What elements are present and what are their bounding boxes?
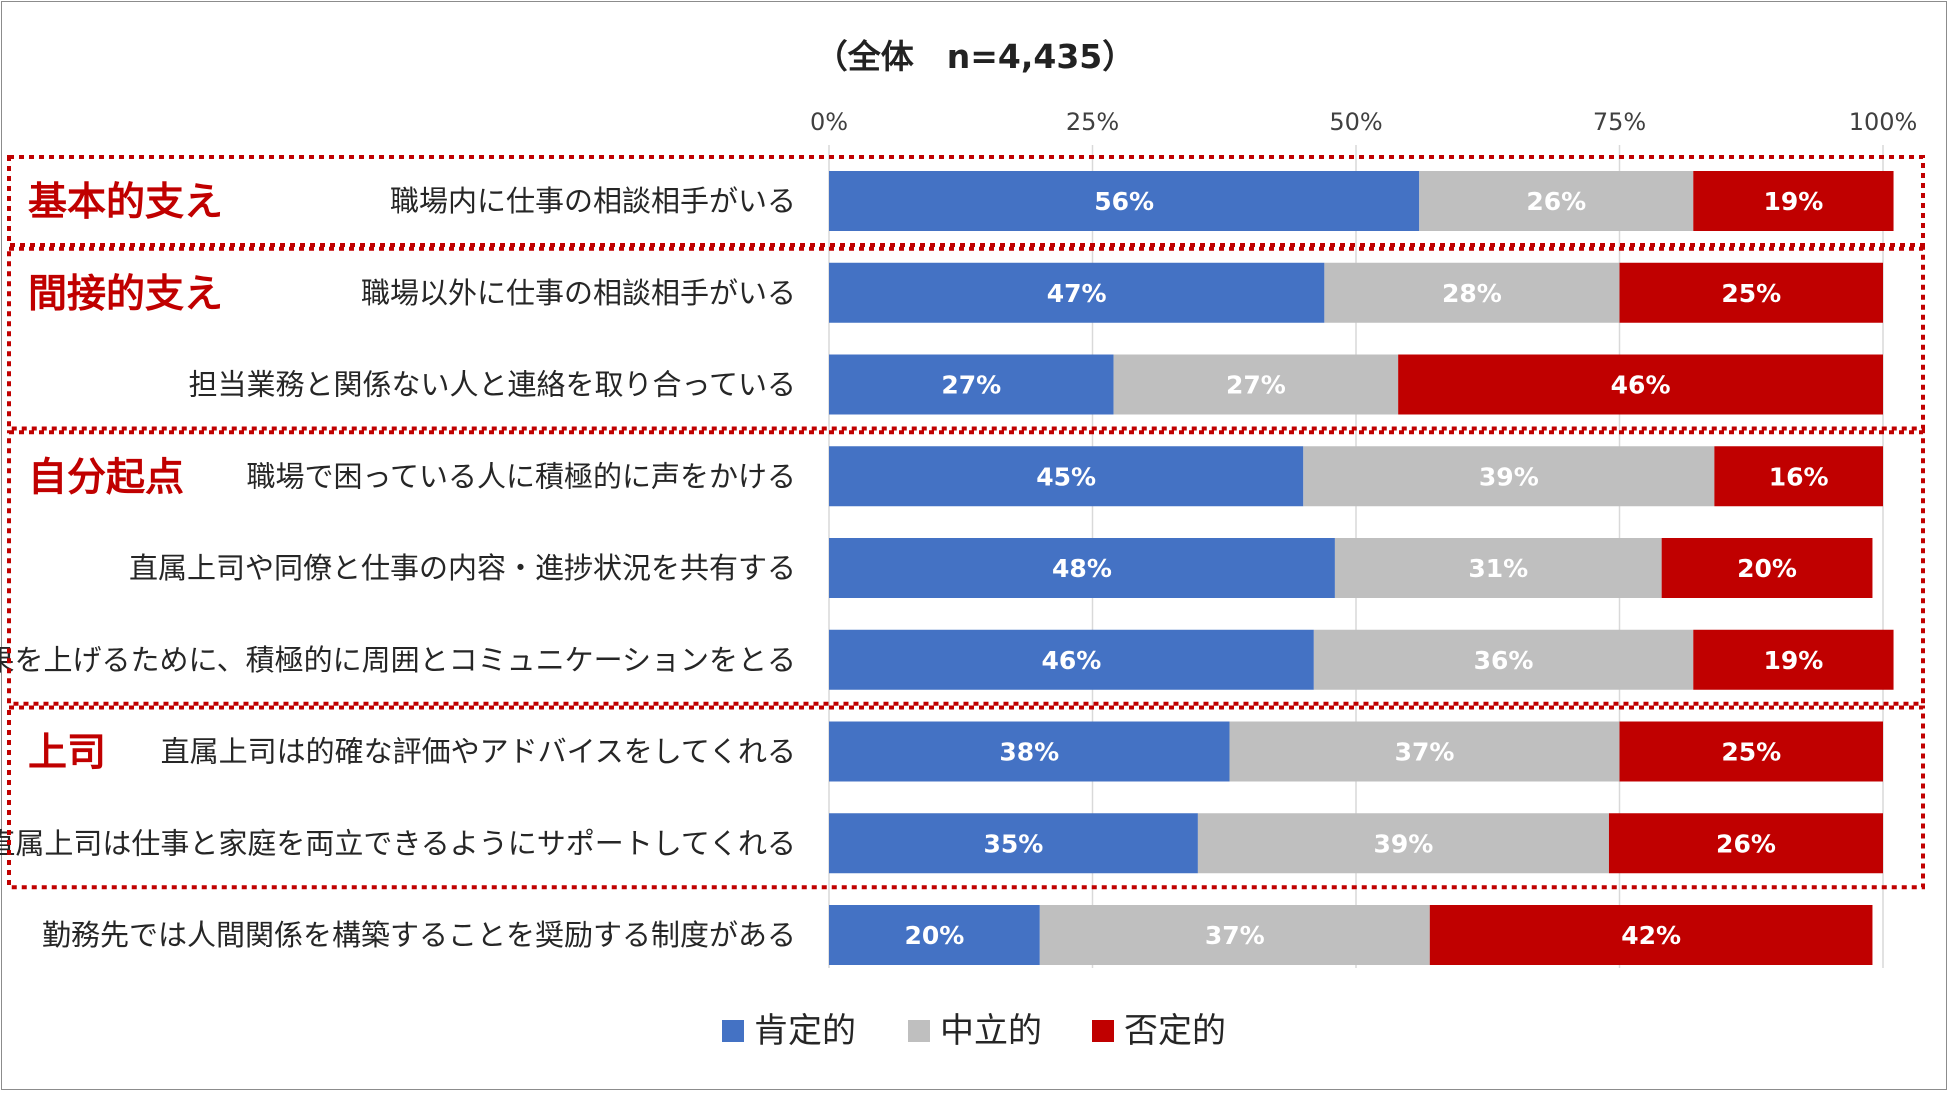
group-box [7, 430, 1925, 706]
bar-segment [1197, 813, 1609, 874]
bar-segment [829, 905, 1040, 965]
data-label: 56% [1094, 187, 1154, 216]
group-label: 上司 [28, 731, 106, 776]
bar-segment [829, 354, 1114, 415]
category-label: 直属上司は仕事と家庭を両立できるようにサポートしてくれる [0, 826, 796, 860]
bar-segment [1714, 446, 1883, 507]
category-label: 職場で困っている人に積極的に声をかける [246, 459, 796, 493]
bar-segment [829, 629, 1314, 690]
x-tick-label: 50% [1329, 108, 1382, 136]
bar-segment [829, 262, 1325, 323]
bar-segment [829, 721, 1230, 782]
data-label: 35% [984, 829, 1044, 858]
data-label: 19% [1763, 646, 1823, 675]
bar-segment [1334, 538, 1662, 598]
group-box [7, 705, 1925, 890]
data-label: 46% [1611, 371, 1671, 400]
bar-segment [829, 813, 1198, 874]
x-tick-label: 100% [1849, 108, 1918, 136]
data-label: 37% [1395, 738, 1455, 767]
bar-segment [1619, 721, 1883, 782]
bar-segment [829, 446, 1304, 507]
data-label: 45% [1036, 462, 1096, 491]
group-label: 自分起点 [28, 455, 184, 500]
bar-segment [1693, 171, 1894, 231]
data-label: 25% [1721, 279, 1781, 308]
data-label: 16% [1769, 462, 1829, 491]
x-tick-label: 25% [1066, 108, 1119, 136]
legend-swatch [722, 1020, 744, 1042]
bar-segment [1398, 354, 1883, 415]
category-label: 職場以外に仕事の相談相手がいる [361, 276, 796, 310]
data-label: 19% [1763, 187, 1823, 216]
bar-segment [1429, 905, 1873, 965]
legend-swatch [908, 1020, 930, 1042]
data-label: 28% [1442, 279, 1502, 308]
bar-segment [1693, 629, 1894, 690]
group-box [7, 155, 1925, 247]
bar-segment [1661, 538, 1873, 598]
bar-segment [829, 538, 1335, 598]
category-label: 直属上司や同僚と仕事の内容・進捗状況を共有する [129, 551, 796, 585]
legend-swatch [1092, 1020, 1114, 1042]
bar-segment [829, 171, 1420, 231]
chart-title: （全体 n=4,435） [815, 37, 1136, 76]
category-label: 勤務先では人間関係を構築することを奨励する制度がある [42, 918, 796, 952]
bar-segment [1229, 721, 1620, 782]
bar-segment [1419, 171, 1694, 231]
data-label: 39% [1374, 829, 1434, 858]
x-tick-label: 0% [810, 108, 848, 136]
data-label: 39% [1479, 462, 1539, 491]
group-label: 基本的支え [28, 180, 223, 225]
data-label: 48% [1052, 554, 1112, 583]
data-label: 31% [1468, 554, 1528, 583]
x-tick-label: 75% [1593, 108, 1646, 136]
bar-segment [1313, 629, 1694, 690]
group-label: 間接的支え [28, 272, 223, 317]
bar-segment [1039, 905, 1430, 965]
bar-segment [1113, 354, 1399, 415]
data-label: 46% [1041, 646, 1101, 675]
data-label: 26% [1526, 187, 1586, 216]
category-label: 直属上司は的確な評価やアドバイスをしてくれる [161, 735, 796, 769]
legend-label: 否定的 [1124, 1011, 1226, 1051]
data-label: 38% [999, 738, 1059, 767]
bar-segment [1324, 262, 1620, 323]
category-label: 成果を上げるために、積極的に周囲とコミュニケーションをとる [0, 643, 796, 677]
data-label: 36% [1474, 646, 1534, 675]
data-label: 20% [904, 921, 964, 950]
data-label: 47% [1047, 279, 1107, 308]
data-label: 27% [941, 371, 1001, 400]
bar-segment [1619, 262, 1883, 323]
data-label: 25% [1721, 738, 1781, 767]
data-label: 37% [1205, 921, 1265, 950]
bar-segment [1608, 813, 1883, 874]
category-label: 担当業務と関係ない人と連絡を取り合っている [188, 368, 796, 402]
data-label: 20% [1737, 554, 1797, 583]
legend-label: 中立的 [940, 1011, 1042, 1051]
data-label: 26% [1716, 829, 1776, 858]
data-label: 42% [1621, 921, 1681, 950]
data-label: 27% [1226, 371, 1286, 400]
category-label: 職場内に仕事の相談相手がいる [390, 184, 796, 218]
bar-segment [1303, 446, 1715, 507]
group-box [7, 246, 1925, 431]
legend-label: 肯定的 [754, 1011, 856, 1051]
